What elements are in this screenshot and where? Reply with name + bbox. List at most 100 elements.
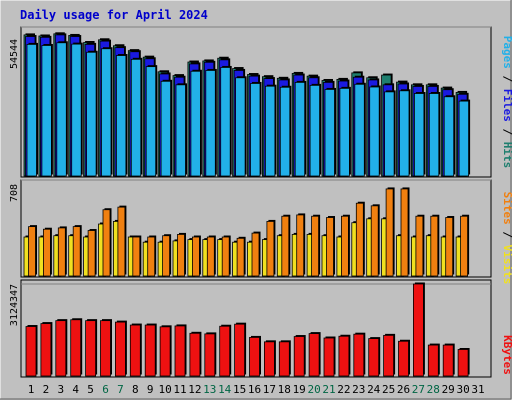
bar-pages-day-15 — [235, 77, 246, 177]
x-tick-label-day-19: 19 — [293, 383, 306, 396]
bar-pages-day-23 — [354, 83, 365, 177]
x-tick-label-day-15: 15 — [233, 383, 246, 396]
bar-sites-day-24 — [370, 205, 379, 277]
bar-pages-day-29 — [443, 96, 455, 177]
x-tick-label-day-2: 2 — [43, 383, 50, 396]
bar-sites-day-1 — [28, 226, 36, 277]
x-tick-label-day-21: 21 — [322, 383, 335, 396]
bar-pages-day-24 — [369, 86, 380, 177]
legend-kbytes: KBytes — [501, 335, 512, 375]
bar-sites-day-18 — [281, 215, 290, 277]
bar-pages-day-14 — [220, 67, 231, 177]
bar-pages-day-30 — [458, 100, 470, 177]
panel3-y-tick-label: 3124347 — [9, 284, 20, 326]
panel2-y-tick-label: 708 — [9, 184, 20, 202]
legend-sep-2: / — [501, 122, 512, 142]
x-tick-label-day-30: 30 — [456, 383, 469, 396]
bar-kbytes-day-14 — [219, 325, 231, 377]
x-tick-label-day-29: 29 — [442, 383, 455, 396]
bar-sites-day-19 — [296, 214, 305, 277]
bar-kbytes-day-28 — [427, 344, 439, 377]
bar-pages-day-3 — [56, 42, 67, 177]
bar-pages-day-2 — [41, 45, 52, 177]
bar-pages-day-6 — [101, 48, 112, 177]
bar-kbytes-day-6 — [100, 320, 111, 377]
bar-sites-day-12 — [191, 236, 200, 277]
x-tick-label-day-22: 22 — [337, 383, 350, 396]
x-tick-label-day-17: 17 — [263, 383, 276, 396]
bar-pages-day-4 — [71, 43, 82, 177]
bar-pages-day-13 — [205, 70, 216, 177]
bar-sites-day-6 — [102, 209, 111, 277]
bar-kbytes-day-9 — [144, 324, 156, 377]
bar-kbytes-day-7 — [115, 321, 126, 377]
x-tick-label-day-12: 12 — [188, 383, 201, 396]
bar-kbytes-day-22 — [338, 335, 350, 377]
bar-kbytes-day-27 — [412, 283, 424, 377]
bar-sites-day-3 — [57, 227, 66, 277]
bar-sites-day-11 — [177, 234, 185, 277]
bar-pages-day-5 — [86, 51, 97, 177]
panel1-bars — [23, 32, 471, 177]
x-tick-label-day-26: 26 — [397, 383, 410, 396]
x-tick-label-day-23: 23 — [352, 383, 365, 396]
bar-pages-day-12 — [190, 70, 201, 177]
bar-pages-day-9 — [145, 66, 157, 177]
bar-pages-day-27 — [413, 93, 425, 177]
bar-sites-day-14 — [221, 236, 230, 277]
bar-sites-day-8 — [132, 236, 141, 277]
x-tick-label-day-10: 10 — [158, 383, 171, 396]
bar-kbytes-day-20 — [308, 333, 320, 377]
bar-sites-day-4 — [72, 226, 81, 277]
bar-kbytes-day-10 — [159, 326, 171, 377]
bar-kbytes-day-21 — [323, 337, 335, 377]
bar-kbytes-day-1 — [25, 326, 37, 377]
bar-kbytes-day-19 — [293, 336, 305, 377]
x-tick-label-day-20: 20 — [307, 383, 320, 396]
x-tick-label-day-9: 9 — [147, 383, 154, 396]
bar-kbytes-day-5 — [85, 320, 96, 377]
x-tick-label-day-31: 31 — [471, 383, 484, 396]
bar-pages-day-7 — [116, 55, 127, 177]
bar-sites-day-21 — [326, 217, 334, 277]
bar-sites-day-27 — [415, 215, 424, 277]
bar-kbytes-day-12 — [189, 332, 201, 377]
bar-pages-day-25 — [384, 91, 395, 177]
legend-sep-3: / — [501, 225, 512, 245]
bar-sites-day-7 — [117, 206, 126, 277]
legend-hits: Hits — [501, 142, 512, 169]
bar-kbytes-day-25 — [383, 334, 395, 377]
bar-sites-day-30 — [460, 215, 469, 277]
bar-pages-day-21 — [324, 89, 335, 177]
x-tick-label-day-16: 16 — [248, 383, 261, 396]
bar-kbytes-day-18 — [278, 341, 290, 377]
x-tick-label-day-6: 6 — [102, 383, 109, 396]
x-tick-label-day-8: 8 — [132, 383, 139, 396]
bar-kbytes-day-29 — [442, 344, 454, 377]
x-tick-label-day-1: 1 — [28, 383, 35, 396]
bar-pages-day-10 — [160, 80, 172, 177]
bar-pages-day-20 — [309, 84, 321, 177]
bar-pages-day-8 — [130, 58, 142, 177]
legend-pages: Pages — [501, 36, 512, 69]
bar-pages-day-19 — [294, 81, 306, 177]
x-tick-label-day-24: 24 — [367, 383, 381, 396]
bar-pages-day-28 — [428, 93, 440, 177]
x-tick-label-day-4: 4 — [72, 383, 79, 396]
bar-kbytes-day-13 — [204, 333, 216, 377]
x-tick-label-day-3: 3 — [57, 383, 64, 396]
legend-visits: Visits — [501, 245, 512, 285]
x-tick-label-day-14: 14 — [218, 383, 232, 396]
bar-sites-day-13 — [206, 236, 215, 277]
bar-sites-day-28 — [430, 215, 439, 277]
bar-sites-day-10 — [162, 235, 171, 277]
x-tick-label-day-11: 11 — [173, 383, 186, 396]
bar-sites-day-5 — [87, 230, 96, 277]
panel2-bars — [23, 187, 470, 277]
bar-pages-day-16 — [250, 83, 261, 177]
x-tick-label-day-7: 7 — [117, 383, 124, 396]
bar-sites-day-17 — [266, 221, 275, 277]
chart-title: Daily usage for April 2024 — [20, 8, 208, 22]
bar-kbytes-day-24 — [368, 338, 380, 377]
